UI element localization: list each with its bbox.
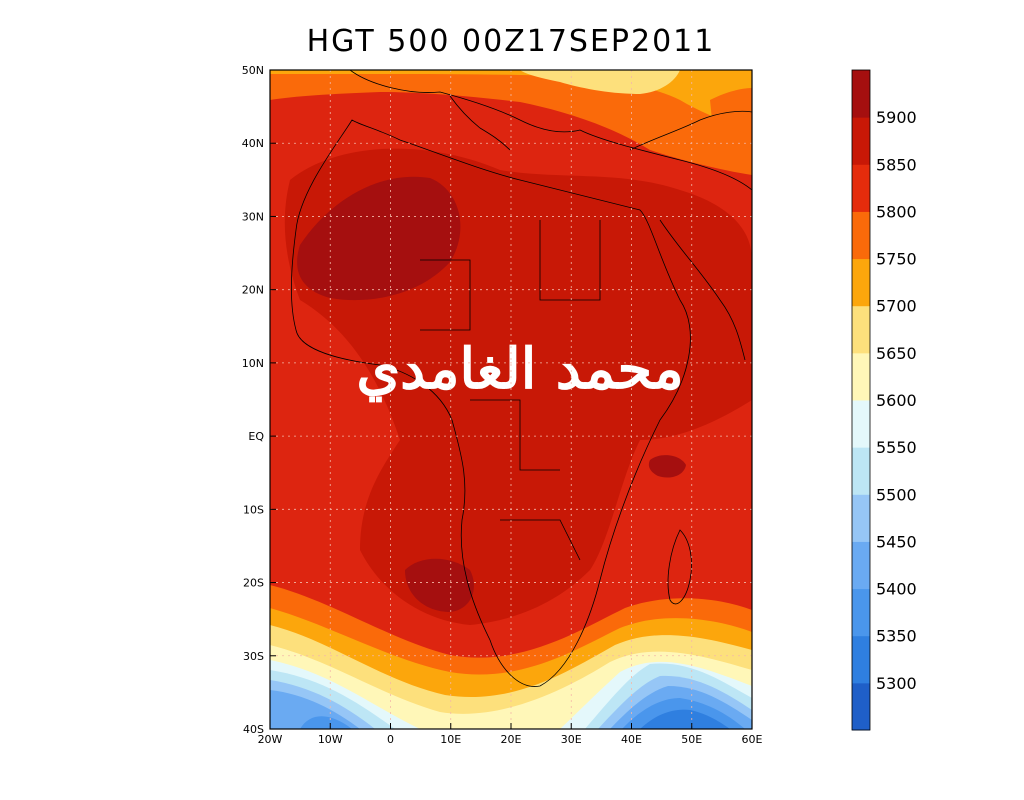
colorbar-segment xyxy=(852,447,870,495)
y-tick-label: 10S xyxy=(243,503,264,516)
contour-north-5750-east xyxy=(710,88,752,135)
colorbar-segment xyxy=(852,305,870,354)
y-tick-label: 40N xyxy=(242,137,264,150)
colorbar-segment xyxy=(852,635,870,684)
x-tick-label: 20W xyxy=(258,733,283,746)
x-tick-label: 10E xyxy=(440,733,461,746)
colorbar-segment xyxy=(852,352,870,401)
x-tick-label: 10W xyxy=(318,733,343,746)
contour-5900-cell-sahara xyxy=(297,176,461,301)
colorbar-label: 5450 xyxy=(876,532,917,551)
x-tick-label: 50E xyxy=(681,733,702,746)
contour-north-5700 xyxy=(520,70,680,94)
y-tick-label: 20S xyxy=(243,577,264,590)
colorbar-label: 5350 xyxy=(876,627,917,646)
colorbar-label: 5400 xyxy=(876,580,917,599)
x-tick-label: 40E xyxy=(621,733,642,746)
y-tick-label: EQ xyxy=(248,430,264,443)
y-tick-label: 50N xyxy=(242,64,264,77)
watermark-text: محمد الغامدي xyxy=(356,336,683,403)
contour-north-5750 xyxy=(270,70,752,132)
colorbar-label: 5550 xyxy=(876,438,917,457)
contour-north-5800 xyxy=(270,70,752,175)
colorbar-frame xyxy=(851,69,871,731)
gridlines xyxy=(270,70,752,729)
colorbar-label: 5600 xyxy=(876,391,917,410)
x-tick-label: 30E xyxy=(561,733,582,746)
x-tick-label: 20E xyxy=(501,733,522,746)
coastlines xyxy=(291,70,752,687)
contour-5400 xyxy=(270,690,360,729)
map-title: HGT 500 00Z17SEP2011 xyxy=(306,24,716,59)
y-tick-label: 20N xyxy=(242,284,264,297)
colorbar-segment xyxy=(852,211,870,260)
y-axis-ticks: 50N 40N 30N 20N 10N EQ 10S 20S 30S 40S xyxy=(242,64,276,736)
contour-5350 xyxy=(300,716,352,729)
colorbar-segment xyxy=(852,70,870,118)
colorbar-label: 5500 xyxy=(876,485,917,504)
colorbar-label: 5900 xyxy=(876,108,917,127)
colorbar-label: 5850 xyxy=(876,155,917,174)
x-tick-label: 0 xyxy=(387,733,394,746)
y-tick-label: 30N xyxy=(242,210,264,223)
colorbar-segment xyxy=(852,258,870,307)
colorbar-label: 5650 xyxy=(876,344,917,363)
colorbar-segment xyxy=(852,494,870,542)
x-tick-label: 60E xyxy=(742,733,763,746)
contour-5300-east xyxy=(640,709,730,729)
y-tick-label: 40S xyxy=(243,723,264,736)
y-tick-label: 10N xyxy=(242,357,264,370)
contour-5900-cell-east xyxy=(648,455,686,478)
colorbar-segment xyxy=(852,164,870,212)
colorbar-segment xyxy=(852,682,870,731)
colorbar-segment xyxy=(852,541,870,590)
colorbar-label: 5800 xyxy=(876,202,917,221)
map-area: محمد الغامدي xyxy=(270,70,752,729)
colorbar: 5300 5350 5400 5450 5500 5550 5600 5650 5700 5750… xyxy=(851,69,917,731)
y-tick-label: 30S xyxy=(243,650,264,663)
colorbar-segment xyxy=(852,117,870,165)
colorbar-label: 5300 xyxy=(876,674,917,693)
colorbar-segment xyxy=(852,588,870,637)
colorbar-segment xyxy=(852,400,870,448)
colorbar-label: 5700 xyxy=(876,297,917,316)
x-axis-ticks: 20W 10W 0 10E 20E 30E 40E 50E 60E xyxy=(258,723,763,746)
contour-5900-cell-south xyxy=(405,558,474,612)
colorbar-label: 5750 xyxy=(876,250,917,269)
